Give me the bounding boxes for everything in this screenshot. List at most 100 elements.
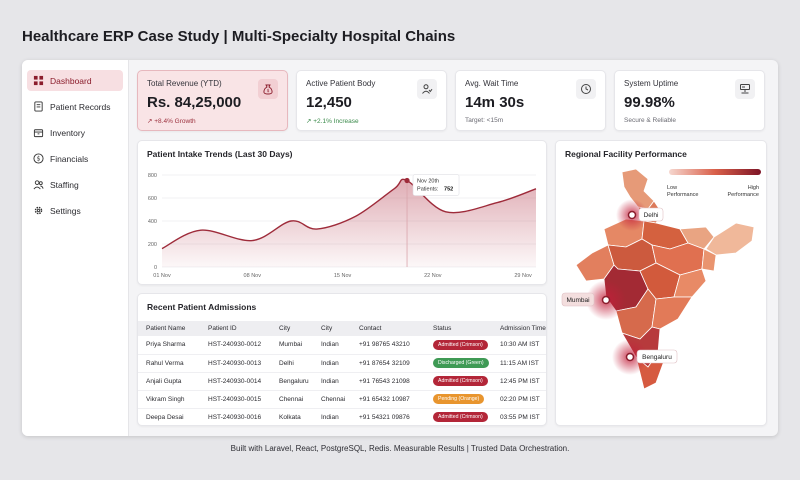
city-label-bengaluru: Bengaluru [642, 354, 672, 361]
sidebar-item-label: Patient Records [50, 101, 111, 112]
tooltip-date: Nov 20th [417, 179, 439, 185]
city-cell: Bengaluru [271, 372, 313, 391]
patient-id-cell: HST-240930-0012 [200, 336, 271, 355]
column-header[interactable]: Patient Name [138, 321, 200, 336]
admissions-table: Patient Name Patient ID City City Contac… [138, 321, 546, 425]
box-icon [32, 127, 44, 139]
column-header[interactable]: Status [425, 321, 492, 336]
y-tick-label: 800 [148, 173, 157, 179]
contact-cell: +91 65432 10987 [351, 390, 425, 409]
patient-name-cell: Priya Sharma [138, 336, 200, 355]
sidebar-item-financials[interactable]: $ Financials [27, 148, 123, 169]
city-cell: Indian [313, 372, 351, 391]
y-tick-label: 600 [148, 196, 157, 202]
x-tick-label: 01 Nov [153, 273, 171, 279]
map-marker-bengaluru[interactable]: Bengaluru [625, 349, 678, 364]
admission-time-cell: 11:15 AM IST [492, 354, 546, 373]
patient-id-cell: HST-240930-0014 [200, 372, 271, 391]
intake-trend-chart[interactable]: 0 200 400 600 800 01 Nov 08 Nov 15 Nov 22 Nov 29 … [138, 141, 548, 286]
status-cell: Admitted (Crimson) [425, 372, 492, 391]
sidebar-item-patient-records[interactable]: Patient Records [27, 96, 123, 117]
city-cell: Indian [313, 336, 351, 355]
y-tick-label: 200 [148, 242, 157, 248]
kpi-note: Secure & Reliable [624, 117, 677, 124]
city-cell: Indian [313, 408, 351, 425]
column-header[interactable]: City [271, 321, 313, 336]
gear-icon [32, 205, 44, 217]
sidebar-item-label: Financials [50, 153, 89, 164]
city-cell: Chennai [271, 390, 313, 409]
tooltip-value: 752 [444, 187, 453, 193]
map-marker-mumbai[interactable]: Mumbai [561, 292, 611, 307]
patient-name-cell: Anjali Gupta [138, 372, 200, 391]
sidebar-item-dashboard[interactable]: Dashboard [27, 70, 123, 91]
table-row[interactable]: Anjali Gupta HST-240930-0014 Bengaluru Indi… [138, 372, 546, 391]
sidebar-item-label: Inventory [50, 127, 85, 138]
patient-name-cell: Deepa Desai [138, 408, 200, 425]
map-marker-delhi[interactable]: Delhi [627, 207, 664, 222]
city-cell: Indian [313, 354, 351, 373]
sidebar-item-label: Staffing [50, 179, 79, 190]
sidebar: Dashboard Patient Records Inventory $ Fi… [22, 60, 129, 436]
patient-id-cell: HST-240930-0016 [200, 408, 271, 425]
kpi-trend: ↗ +2.1% Increase [306, 118, 359, 125]
x-tick-label: 29 Nov [514, 273, 532, 279]
patient-id-cell: HST-240930-0013 [200, 354, 271, 373]
sidebar-item-staffing[interactable]: Staffing [27, 174, 123, 195]
contact-cell: +91 87654 32109 [351, 354, 425, 373]
status-badge: Discharged (Green) [433, 358, 489, 368]
sidebar-item-label: Settings [50, 205, 81, 216]
contact-cell: +91 54321 09876 [351, 408, 425, 425]
sidebar-item-label: Dashboard [50, 75, 92, 86]
page-title: Healthcare ERP Case Study | Multi-Specia… [22, 28, 456, 45]
legend-high-label: High Performance [727, 185, 760, 198]
table-row[interactable]: Deepa Desai HST-240930-0016 Kolkata Indian +… [138, 408, 546, 425]
data-point[interactable] [404, 177, 410, 184]
column-header[interactable]: Patient ID [200, 321, 271, 336]
kpi-label: Avg. Wait Time [465, 79, 519, 88]
table-row[interactable]: Priya Sharma HST-240930-0012 Mumbai Indian +… [138, 336, 546, 355]
sidebar-item-inventory[interactable]: Inventory [27, 122, 123, 143]
currency-icon: $ [32, 153, 44, 165]
patient-name-cell: Rahul Verma [138, 354, 200, 373]
footer-text: Built with Laravel, React, PostgreSQL, R… [230, 444, 570, 453]
city-cell: Chennai [313, 390, 351, 409]
clock-icon [576, 79, 596, 99]
status-cell: Admitted (Crimson) [425, 408, 492, 425]
series-line[interactable] [161, 178, 537, 250]
city-cell: Mumbai [271, 336, 313, 355]
admission-time-cell: 10:30 AM IST [492, 336, 546, 355]
admission-time-cell: 03:55 PM IST [492, 408, 546, 425]
kpi-card-wait-time[interactable]: Avg. Wait Time 14m 30s Target: <15m [455, 70, 606, 131]
x-tick-label: 08 Nov [244, 273, 262, 279]
kpi-value: 12,450 [306, 94, 352, 111]
admission-time-cell: 02:20 PM IST [492, 390, 546, 409]
contact-cell: +91 76543 21098 [351, 372, 425, 391]
map-title: Regional Facility Performance [565, 149, 687, 159]
dashboard-icon [32, 75, 44, 87]
kpi-label: Total Revenue (YTD) [147, 79, 222, 88]
india-performance-map[interactable]: Delhi Mumbai Bengaluru [556, 157, 768, 427]
city-cell: Kolkata [271, 408, 313, 425]
legend-low-label: Low Performance [667, 185, 699, 198]
status-badge: Admitted (Crimson) [433, 339, 488, 350]
area-fill [162, 179, 536, 267]
table-row[interactable]: Rahul Verma HST-240930-0013 Delhi Indian +91… [138, 354, 546, 373]
status-cell: Pending (Orange) [425, 390, 492, 409]
table-row[interactable]: Vikram Singh HST-240930-0015 Chennai Chenna… [138, 390, 546, 409]
admission-time-cell: 12:45 PM IST [492, 372, 546, 391]
kpi-target: Target: <15m [465, 117, 504, 124]
column-header[interactable]: City [313, 321, 351, 336]
kpi-value: 99.98% [624, 94, 675, 111]
kpi-card-revenue[interactable]: Total Revenue (YTD) Rs. 84,25,000 ↗ +8.4… [137, 70, 288, 131]
document-icon [32, 101, 44, 113]
city-cell: Delhi [271, 354, 313, 373]
chart-title: Patient Intake Trends (Last 30 Days) [147, 149, 293, 159]
sidebar-item-settings[interactable]: Settings [27, 200, 123, 221]
column-header[interactable]: Contact [351, 321, 425, 336]
kpi-card-patients[interactable]: Active Patient Body 12,450 ↗ +2.1% Incre… [296, 70, 447, 131]
patient-name-cell: Vikram Singh [138, 390, 200, 409]
kpi-card-uptime[interactable]: System Uptime 99.98% Secure & Reliable [614, 70, 765, 131]
column-header[interactable]: Admission Time [492, 321, 546, 336]
svg-text:$: $ [267, 88, 270, 94]
